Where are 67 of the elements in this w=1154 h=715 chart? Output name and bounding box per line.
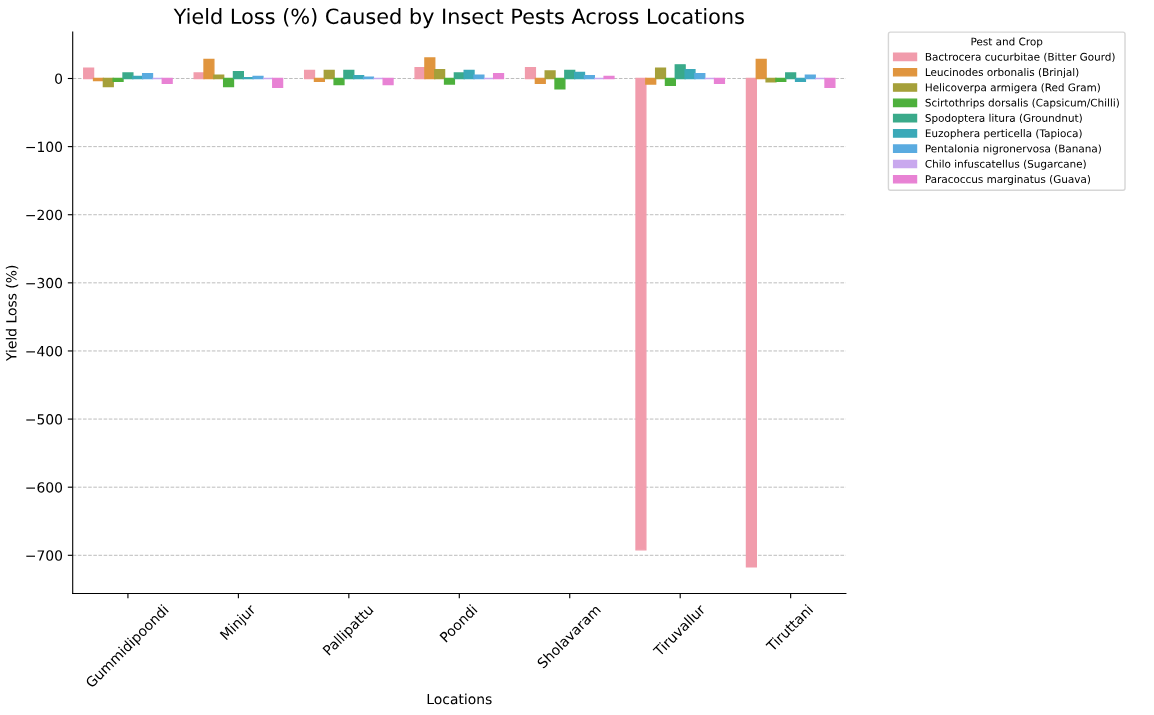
bar [713, 77, 726, 84]
y-tick-label: −200 [26, 209, 63, 221]
bar [333, 77, 345, 86]
bar [343, 69, 355, 80]
bar [824, 77, 836, 89]
bar [635, 77, 647, 551]
bar [453, 72, 465, 80]
bar [122, 72, 134, 80]
bar [654, 67, 667, 80]
bar [213, 74, 225, 80]
y-axis-title: Yield Loss (%) [5, 265, 19, 362]
legend-label: Euzophera perticella (Tapioca) [925, 129, 1082, 140]
bar [544, 70, 556, 80]
legend-label: Paracoccus marginatus (Guava) [925, 174, 1091, 186]
bar [534, 77, 546, 84]
legend-label: Scirtothrips dorsalis (Capsicum/Chilli) [925, 98, 1119, 109]
y-tick-label: 0 [55, 73, 63, 84]
bar [492, 73, 505, 80]
x-axis-title: Locations [427, 693, 492, 705]
bar [353, 75, 365, 80]
bar [161, 77, 173, 84]
bar [603, 75, 615, 80]
bar [222, 77, 235, 88]
legend-label: Bactrocera cucurbitae (Bitter Gourd) [925, 52, 1115, 62]
bar [473, 74, 485, 80]
y-tick-label: −300 [26, 277, 63, 289]
legend-label: Pentalonia nigronervosa (Banana) [925, 144, 1101, 155]
bar [112, 77, 124, 82]
y-tick-label: −500 [26, 414, 63, 425]
bar [755, 58, 767, 80]
bar [694, 73, 706, 80]
bar [684, 68, 696, 80]
bar [102, 77, 114, 88]
bar [765, 77, 777, 83]
bar [141, 73, 154, 80]
bar [252, 75, 264, 80]
bar [745, 77, 757, 568]
bar [424, 57, 436, 80]
bar [443, 77, 456, 85]
y-tick-label: −700 [26, 550, 63, 561]
bar [382, 77, 394, 86]
y-tick-label: −600 [26, 482, 63, 493]
y-tick-label: −400 [26, 345, 63, 357]
bar [434, 68, 446, 80]
y-tick-label: −100 [26, 141, 63, 153]
bar [664, 77, 676, 87]
bar [83, 67, 95, 80]
legend-title: Pest and Crop [971, 37, 1043, 48]
bar [313, 77, 325, 82]
bar [583, 75, 595, 80]
bar [323, 69, 335, 80]
bar [785, 72, 797, 80]
bar [645, 77, 657, 85]
bar [203, 58, 215, 80]
bar [775, 77, 787, 82]
bar [303, 69, 316, 80]
chart-title: Yield Loss (%) Caused by Insect Pests Across Locations [173, 8, 744, 29]
bar [794, 77, 807, 82]
legend-label: Chilo infuscatellus (Sugarcane) [925, 159, 1086, 170]
bar [524, 66, 537, 80]
bar [804, 74, 816, 80]
bar [554, 77, 566, 90]
legend-label: Leucinodes orbonalis (Brinjal) [925, 67, 1079, 79]
legend-label: Helicoverpa armigera (Red Gram) [925, 83, 1100, 94]
bar [272, 77, 284, 89]
bar [232, 70, 244, 80]
legend-label: Spodoptera litura (Groundnut) [925, 113, 1082, 124]
